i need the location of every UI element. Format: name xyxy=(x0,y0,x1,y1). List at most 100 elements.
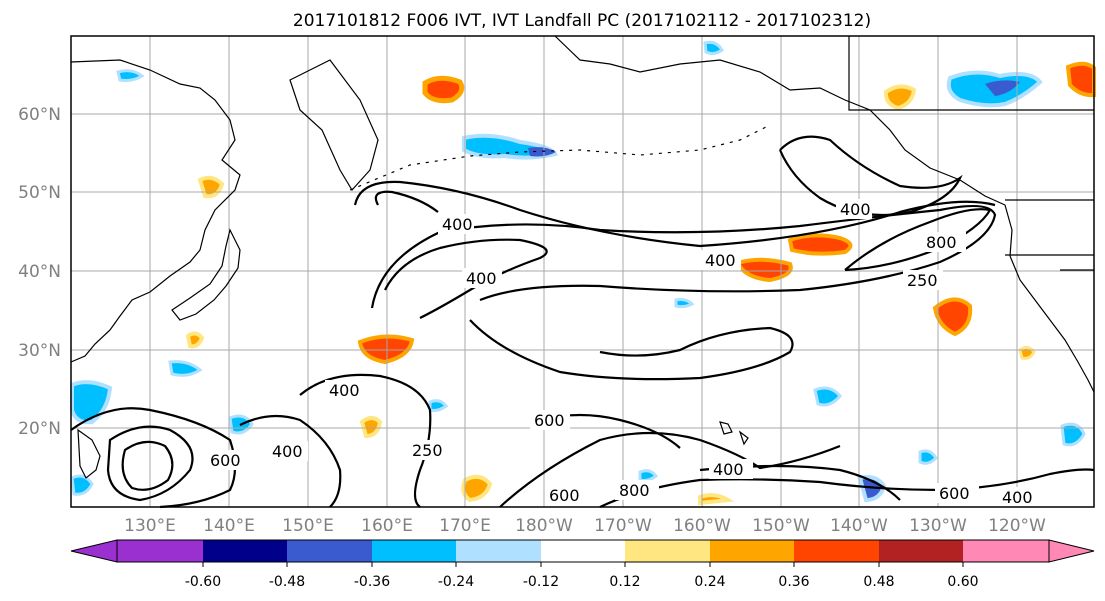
colorbar-segment xyxy=(456,540,541,562)
contour-label: 600 xyxy=(549,486,580,505)
contour-label: 400 xyxy=(1002,488,1033,507)
ivt-contour-line xyxy=(778,135,963,217)
colorbar-tick-label: 0.60 xyxy=(947,574,978,590)
lon-label: 130°E xyxy=(124,516,176,536)
contour-label: 400 xyxy=(442,215,473,234)
positive-patch xyxy=(1018,345,1036,360)
colorbar-segment xyxy=(203,540,287,562)
negative-patch xyxy=(528,147,556,157)
colorbar-max-arrow xyxy=(1048,539,1095,563)
lon-label: 150°E xyxy=(282,516,334,536)
colorbar-tick-label: -0.48 xyxy=(269,574,305,590)
ivt-contour-line xyxy=(106,425,194,502)
colorbar-segment xyxy=(117,540,203,562)
colorbar-tick-label: -0.24 xyxy=(438,574,474,590)
colorbar-frame xyxy=(116,539,1050,563)
japan-coastline xyxy=(171,228,241,321)
negative-patch xyxy=(70,474,94,496)
lon-label: 120°W xyxy=(988,516,1046,536)
contour-label: 250 xyxy=(907,271,938,290)
ivt-contour-line xyxy=(70,407,237,509)
contour-label: 400 xyxy=(705,251,736,270)
positive-patch xyxy=(357,334,415,365)
lat-label: 60°N xyxy=(18,105,61,125)
negative-patch xyxy=(674,298,695,309)
contour-label: 400 xyxy=(840,200,871,219)
alaska-coastline xyxy=(554,35,1013,257)
negative-patch xyxy=(703,40,724,56)
colorbar-min-arrow xyxy=(70,539,118,563)
aleutian-chain xyxy=(349,124,771,191)
colorbar-tick-label: 0.24 xyxy=(694,574,725,590)
contour-label: 400 xyxy=(272,442,303,461)
colorbar-segment xyxy=(710,540,794,562)
lat-label: 40°N xyxy=(18,262,61,282)
anomaly-shading xyxy=(70,40,1096,506)
ivt-contour-line xyxy=(374,190,439,213)
lon-label: 160°E xyxy=(361,516,413,536)
colorbar-tick-label: 0.36 xyxy=(778,574,809,590)
contour-label: 800 xyxy=(619,481,650,500)
negative-patch xyxy=(428,399,449,412)
ivt-contour-line xyxy=(384,238,548,319)
positive-patch xyxy=(698,493,735,506)
na-west-coastline xyxy=(1009,255,1095,393)
negative-patch xyxy=(638,469,659,482)
latitude-labels: 60°N 50°N 40°N 30°N 20°N xyxy=(18,105,61,439)
ivt-contour-line xyxy=(469,319,794,381)
na-border xyxy=(848,36,1094,271)
map-frame xyxy=(70,35,1095,508)
contour-label: 600 xyxy=(939,484,970,503)
lon-label: 150°W xyxy=(752,516,810,536)
contour-label: 800 xyxy=(926,233,957,252)
ivt-contour-line xyxy=(239,414,342,508)
chart-title: 2017101812 F006 IVT, IVT Landfall PC (20… xyxy=(293,11,871,31)
philippines-coastline xyxy=(77,428,101,479)
positive-patch xyxy=(932,297,973,337)
negative-patch xyxy=(813,386,842,407)
lon-label: 140°E xyxy=(203,516,255,536)
map-panel: 400 400 400 400 400 400 600 600 600 600 … xyxy=(70,35,1096,509)
lon-label: 170°W xyxy=(594,516,652,536)
negative-patch xyxy=(116,69,145,82)
positive-patch xyxy=(359,416,383,439)
longitude-labels: 130°E 140°E 150°E 160°E 170°E 180°W 170°… xyxy=(124,516,1046,536)
positive-patch xyxy=(422,75,465,104)
colorbar-tick-label: -0.12 xyxy=(523,574,559,590)
ivt-contour-line xyxy=(121,440,174,491)
negative-patch xyxy=(70,380,113,425)
positive-patch xyxy=(197,175,225,199)
kamchatka-coastline xyxy=(289,59,379,192)
lat-label: 30°N xyxy=(18,341,61,361)
lon-label: 170°E xyxy=(439,516,491,536)
contour-labels: 400 400 400 400 400 400 600 600 600 600 … xyxy=(206,199,1042,507)
colorbar-segment xyxy=(794,540,879,562)
colorbar-tick-label: -0.36 xyxy=(354,574,390,590)
negative-patch xyxy=(1060,422,1086,447)
colorbar-tick-label: 0.48 xyxy=(863,574,894,590)
contour-label: 250 xyxy=(412,441,443,460)
colorbar-segment xyxy=(625,540,710,562)
lat-label: 20°N xyxy=(18,419,61,439)
colorbar: -0.60 -0.48 -0.36 -0.24 -0.12 0.12 0.24 … xyxy=(70,539,1095,590)
contour-label: 600 xyxy=(534,411,565,430)
map-gridlines xyxy=(71,36,1094,507)
lat-label: 50°N xyxy=(18,183,61,203)
negative-patch xyxy=(918,449,938,465)
colorbar-tick-label: -0.60 xyxy=(185,574,221,590)
positive-patch xyxy=(883,84,917,111)
colorbar-segment xyxy=(963,540,1049,562)
colorbar-segment xyxy=(879,540,963,562)
negative-patch xyxy=(985,80,1020,96)
colorbar-ticks xyxy=(202,562,964,567)
ivt-contour-line xyxy=(599,468,1095,508)
contour-label: 400 xyxy=(466,269,497,288)
colorbar-segment xyxy=(372,540,456,562)
ivt-contour-line xyxy=(353,180,996,248)
colorbar-segment xyxy=(541,540,625,562)
contour-label: 400 xyxy=(713,460,744,479)
lon-label: 160°W xyxy=(673,516,731,536)
asia-coastline xyxy=(70,59,241,363)
ivt-contour-line xyxy=(499,431,841,508)
